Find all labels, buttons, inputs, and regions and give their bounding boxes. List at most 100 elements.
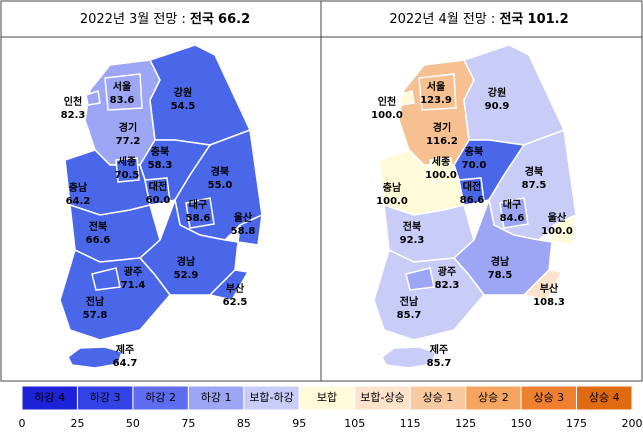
national-value: 101.2 bbox=[528, 12, 569, 27]
region-name: 세종 bbox=[118, 155, 136, 168]
region-value: 78.5 bbox=[488, 270, 513, 281]
region-value: 58.6 bbox=[186, 213, 211, 224]
legend-label: 보합 bbox=[317, 391, 337, 404]
region-name: 대전 bbox=[463, 180, 481, 193]
region bbox=[381, 346, 437, 369]
region-value: 64.2 bbox=[66, 196, 91, 207]
legend-tick: 200 bbox=[622, 417, 643, 430]
region-name: 대구 bbox=[189, 198, 207, 211]
region-value: 64.7 bbox=[113, 358, 138, 369]
legend-label: 하강 2 bbox=[145, 390, 176, 404]
region-value: 82.3 bbox=[61, 110, 86, 121]
region bbox=[208, 269, 250, 301]
region-name: 제주 bbox=[116, 343, 134, 356]
legend-tick: 25 bbox=[70, 417, 84, 430]
region bbox=[551, 213, 577, 246]
region-name: 부산 bbox=[540, 282, 559, 295]
legend-label: 하강 1 bbox=[201, 390, 232, 404]
region-value: 90.9 bbox=[485, 101, 510, 112]
panel-header: 2022년 3월 전망 : 전국 66.2 bbox=[80, 11, 250, 27]
region-value: 82.3 bbox=[435, 280, 460, 291]
region-name: 전남 bbox=[86, 295, 105, 308]
region-value: 66.6 bbox=[86, 235, 111, 246]
legend-label: 상승 3 bbox=[533, 391, 564, 404]
region-name: 충남 bbox=[69, 181, 88, 194]
region-name: 충남 bbox=[383, 181, 402, 194]
region-value: 100.0 bbox=[371, 110, 403, 121]
region-value: 100.0 bbox=[541, 226, 573, 237]
national-label: 전국 bbox=[190, 11, 214, 27]
region-value: 85.7 bbox=[397, 310, 422, 321]
legend-label: 상승 4 bbox=[589, 391, 620, 404]
region-name: 세종 bbox=[432, 155, 450, 168]
region bbox=[185, 197, 215, 229]
header-title: 2022년 3월 전망 : bbox=[80, 12, 186, 27]
region bbox=[373, 248, 485, 341]
region-value: 100.0 bbox=[425, 170, 457, 181]
region-value: 60.0 bbox=[146, 195, 171, 206]
region-value: 84.6 bbox=[500, 213, 525, 224]
national-value: 66.2 bbox=[218, 12, 250, 27]
region-name: 인천 bbox=[64, 95, 82, 108]
region bbox=[104, 73, 143, 111]
region-value: 108.3 bbox=[533, 297, 565, 308]
panel-header: 2022년 4월 전망 : 전국 101.2 bbox=[389, 11, 568, 27]
region-value: 100.0 bbox=[376, 196, 408, 207]
region bbox=[399, 90, 415, 106]
region-name: 제주 bbox=[430, 343, 448, 356]
region-name: 전북 bbox=[89, 220, 107, 233]
legend-swatch bbox=[298, 385, 356, 411]
region-name: 강원 bbox=[174, 86, 192, 99]
region bbox=[115, 157, 140, 183]
region-value: 55.0 bbox=[208, 180, 233, 191]
region-name: 경기 bbox=[433, 121, 451, 134]
region bbox=[458, 177, 485, 206]
legend-tick: 125 bbox=[455, 417, 476, 430]
legend-swatch bbox=[132, 385, 189, 411]
region-value: 58.3 bbox=[148, 160, 173, 171]
region-value: 52.9 bbox=[174, 270, 199, 281]
region-value: 92.3 bbox=[400, 235, 425, 246]
region-name: 대전 bbox=[149, 180, 167, 193]
region bbox=[499, 197, 529, 229]
region-name: 울산 bbox=[548, 211, 567, 224]
region bbox=[91, 267, 121, 291]
region bbox=[59, 248, 171, 341]
region-name: 전남 bbox=[400, 295, 419, 308]
region-name: 경남 bbox=[177, 255, 196, 268]
region-name: 부산 bbox=[226, 282, 245, 295]
legend-label: 보합-하강 bbox=[249, 390, 293, 404]
region-name: 충북 bbox=[151, 145, 169, 158]
region-name: 대구 bbox=[503, 198, 521, 211]
region-value: 70.0 bbox=[462, 160, 487, 171]
legend-tick: 105 bbox=[344, 417, 365, 430]
region-value: 123.9 bbox=[420, 95, 452, 106]
region-value: 57.8 bbox=[83, 310, 108, 321]
legend-label: 상승 2 bbox=[478, 391, 509, 404]
legend-label: 하강 4 bbox=[34, 390, 65, 404]
map: 서울 123.9 인천 100.0 경기 116.2 강원 90.9 세종 100.0 충북 70.0… bbox=[371, 44, 577, 369]
region bbox=[67, 346, 123, 369]
legend-swatch bbox=[21, 385, 78, 411]
region bbox=[522, 269, 564, 301]
region-name: 전북 bbox=[403, 220, 421, 233]
region-name: 경북 bbox=[525, 165, 543, 178]
region-value: 62.5 bbox=[223, 297, 248, 308]
legend-tick: 85 bbox=[237, 417, 251, 430]
legend-swatch bbox=[576, 385, 633, 411]
region-name: 서울 bbox=[427, 80, 445, 93]
legend-label: 하강 3 bbox=[90, 390, 121, 404]
region-value: 71.4 bbox=[121, 280, 146, 291]
region-value: 58.8 bbox=[231, 226, 256, 237]
region bbox=[462, 44, 566, 146]
legend-swatch bbox=[187, 385, 245, 411]
header-title: 2022년 4월 전망 : bbox=[389, 12, 495, 27]
legend-swatch bbox=[409, 385, 467, 411]
region-value: 77.2 bbox=[116, 136, 141, 147]
legend-tick: 175 bbox=[566, 417, 587, 430]
region-value: 83.6 bbox=[110, 95, 135, 106]
region-value: 70.5 bbox=[115, 170, 140, 181]
legend-swatch bbox=[243, 385, 300, 411]
region bbox=[144, 177, 171, 206]
